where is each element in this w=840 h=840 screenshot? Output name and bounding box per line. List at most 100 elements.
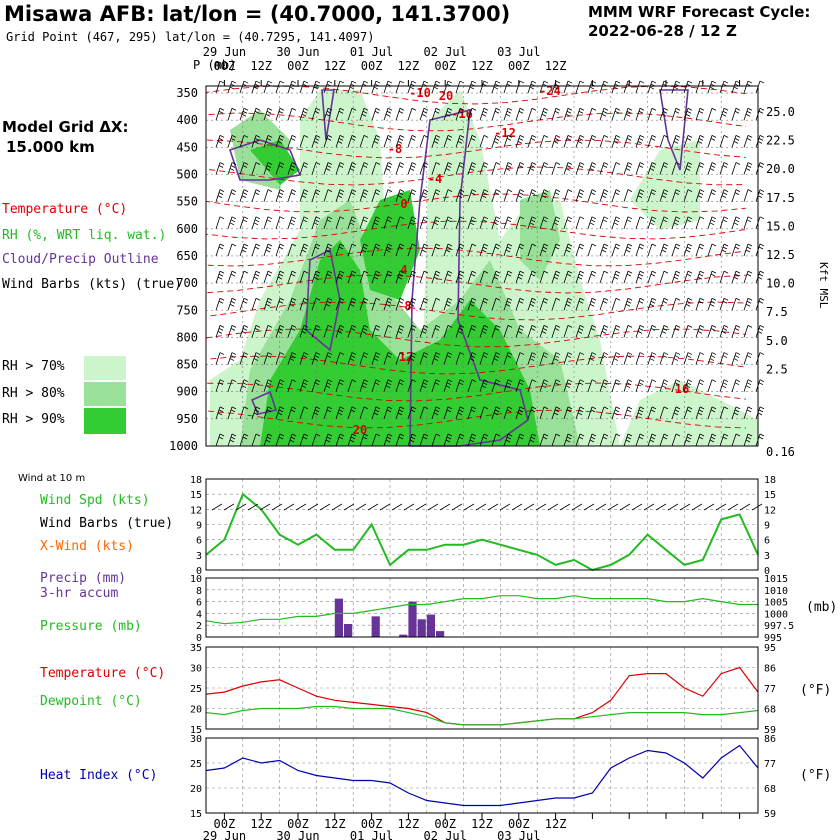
wind-barb-13-10 [335, 433, 345, 447]
temp-contour-9 [205, 328, 747, 348]
wind-barb-2-38 [671, 134, 681, 148]
wind-barb-11-28 [551, 379, 561, 392]
wind-barb-3-25 [515, 162, 525, 175]
wind-barb-5-44 [743, 216, 753, 229]
wind-barb-13-40 [695, 433, 705, 447]
wind-barb-9-14 [383, 325, 393, 338]
kft-axis-label: Kft MSL [817, 262, 830, 309]
wind-barb-12-7 [299, 406, 309, 419]
heat-ytick-2: 25 [190, 759, 202, 770]
temp-contour-7 [205, 274, 747, 294]
wind-barb-5-25 [515, 216, 525, 229]
precip-bar-1 [344, 624, 353, 637]
wind-barb-4-3 [251, 189, 261, 202]
cloud-outline-3 [321, 89, 335, 141]
wind-barb-4-4 [263, 189, 273, 202]
wind-barb-0-5 [275, 80, 285, 94]
wind-barb-13-29 [563, 433, 573, 447]
wind-barb-2-8 [311, 134, 321, 148]
heat-ytick-0: 15 [190, 809, 202, 820]
wind-barb-11-7 [299, 379, 309, 392]
wind-barb-3-2 [239, 162, 249, 175]
fahrenheit-unit: (°F) [800, 683, 832, 698]
wind-barb-7-18 [431, 270, 441, 284]
wind-barb-9-22 [479, 325, 489, 338]
temp-rtick-2: 77 [764, 684, 776, 695]
wind-barb-4-33 [611, 189, 621, 202]
wind-barb-4-17 [419, 189, 429, 202]
wind-barb-13-39 [683, 433, 693, 447]
wind-barb-11-2 [239, 379, 249, 392]
wind-barb-4-19 [443, 189, 453, 202]
temp-contour-1 [205, 112, 747, 132]
surface-wind-barb-4 [259, 503, 271, 511]
wind-barb-2-30 [575, 134, 585, 148]
surface-wind-barb-12 [355, 503, 367, 511]
temp-label-8: 8 [404, 299, 411, 313]
wind-barb-3-6 [287, 162, 297, 175]
precip-rtick-2: 1000 [764, 609, 788, 620]
wind-barb-7-41 [707, 270, 717, 284]
wind-barb-3-18 [431, 162, 441, 175]
wind-barb-0-41 [707, 80, 717, 94]
wind-rtick-1: 3 [764, 551, 770, 562]
bottom-time-label-7: 12Z [471, 817, 493, 831]
wind-barb-6-42 [719, 243, 729, 257]
wind-barb-12-4 [263, 406, 273, 419]
bottom-time-label-9: 12Z [545, 817, 567, 831]
wind-barb-7-26 [527, 270, 537, 284]
wind-barb-12-20 [455, 406, 465, 419]
wind-barb-4-2 [239, 189, 249, 202]
wind-barb-1-27 [539, 107, 549, 121]
surface-wind-barb-9 [319, 503, 331, 511]
wind-barb-3-7 [299, 162, 309, 175]
wind-barb-11-35 [635, 379, 645, 392]
top-time-label-5: 12Z [398, 59, 420, 73]
wind-barb-9-6 [287, 325, 297, 338]
wind-barb-11-37 [659, 379, 669, 392]
pressure-tick-2: 450 [176, 140, 198, 154]
wind-barb-1-36 [647, 107, 657, 121]
wind-barb-8-11 [347, 297, 357, 311]
wind-barb-3-36 [647, 162, 657, 175]
wind-barb-8-29 [563, 297, 573, 311]
wind-barb-3-15 [395, 162, 405, 175]
wind-barb-12-14 [383, 406, 393, 419]
wind-barb-7-39 [683, 270, 693, 284]
kft-tick-6: 10.0 [766, 277, 795, 291]
heat-index-line [205, 744, 759, 807]
wind-barb-0-38 [671, 80, 681, 94]
wind-barb-10-12 [359, 352, 369, 365]
wind-barb-5-6 [287, 216, 297, 229]
wind-barb-6-45 [755, 243, 765, 257]
rh-region-10 [250, 140, 300, 185]
wind-barb-9-34 [623, 325, 633, 338]
bottom-day-label-1: 30 Jun [276, 829, 319, 840]
pressure-tick-1: 400 [176, 113, 198, 127]
wind-barb-12-24 [503, 406, 513, 419]
wind-barb-5-36 [647, 216, 657, 229]
wind-ytick-0: 0 [196, 566, 202, 577]
wind-barb-9-1 [227, 325, 237, 338]
pressure-tick-6: 650 [176, 249, 198, 263]
wind-barb-3-4 [263, 162, 273, 175]
wind-barb-8-36 [647, 297, 657, 311]
wind-barb-6-29 [563, 243, 573, 257]
bottom-time-label-6: 00Z [434, 817, 456, 831]
wind-barb-9-37 [659, 325, 669, 338]
wind-barb-7-45 [755, 270, 765, 284]
wind-barb-5-4 [263, 216, 273, 229]
wind-barb-11-5 [275, 379, 285, 392]
pressure-tick-11: 900 [176, 385, 198, 399]
wind-barb-6-0 [215, 243, 225, 257]
wind-barb-10-9 [323, 352, 333, 365]
wind-barb-1-11 [347, 107, 357, 121]
wind-barb-1-6 [287, 107, 297, 121]
cloud-outline-1 [228, 139, 302, 181]
wind-speed-line [205, 492, 759, 572]
wind-barb-3-32 [599, 162, 609, 175]
legend-rh90: RH > 90% [2, 412, 65, 427]
wind-barb-7-25 [515, 270, 525, 284]
top-time-label-1: 12Z [250, 59, 272, 73]
